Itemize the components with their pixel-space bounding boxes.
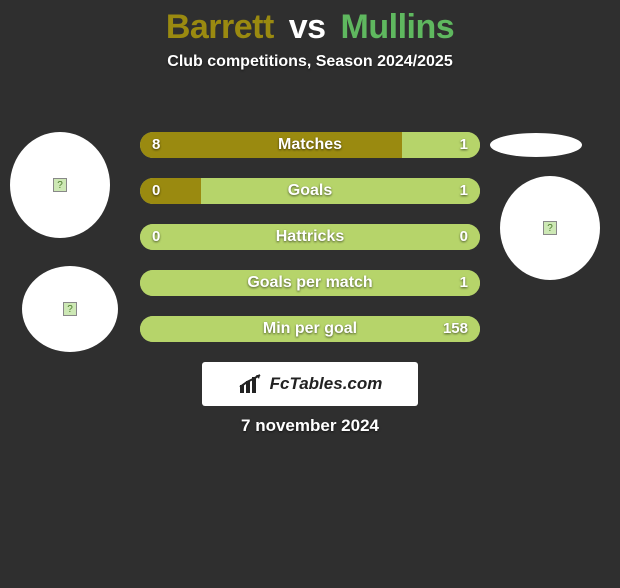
avatar-ellipse-right-top xyxy=(490,133,582,157)
bar-label: Min per goal xyxy=(140,316,480,342)
avatar-circle-left-bottom: ? xyxy=(22,266,118,352)
subtitle: Club competitions, Season 2024/2025 xyxy=(0,53,620,71)
avatar-circle-right-bottom: ? xyxy=(500,176,600,280)
bar-label: Goals per match xyxy=(140,270,480,296)
avatar-circle-left-top: ? xyxy=(10,132,110,238)
bar-row: 01Goals xyxy=(140,178,480,204)
image-placeholder-icon: ? xyxy=(53,178,67,192)
bar-row: 00Hattricks xyxy=(140,224,480,250)
bar-label: Hattricks xyxy=(140,224,480,250)
page-title: Barrett vs Mullins xyxy=(0,8,620,47)
bar-row: 1Goals per match xyxy=(140,270,480,296)
bar-label: Matches xyxy=(140,132,480,158)
bar-row: 81Matches xyxy=(140,132,480,158)
brand-text: FcTables.com xyxy=(270,374,383,394)
brand-badge: FcTables.com xyxy=(202,362,418,406)
bar-row: 158Min per goal xyxy=(140,316,480,342)
brand-chart-icon xyxy=(238,373,264,395)
comparison-bars: 81Matches 01Goals 00Hattricks 1Goals per ma… xyxy=(140,132,480,362)
image-placeholder-icon: ? xyxy=(543,221,557,235)
title-player2: Mullins xyxy=(341,8,455,46)
title-vs: vs xyxy=(289,8,326,46)
date-line: 7 november 2024 xyxy=(0,416,620,436)
bar-label: Goals xyxy=(140,178,480,204)
image-placeholder-icon: ? xyxy=(63,302,77,316)
title-player1: Barrett xyxy=(166,8,274,46)
